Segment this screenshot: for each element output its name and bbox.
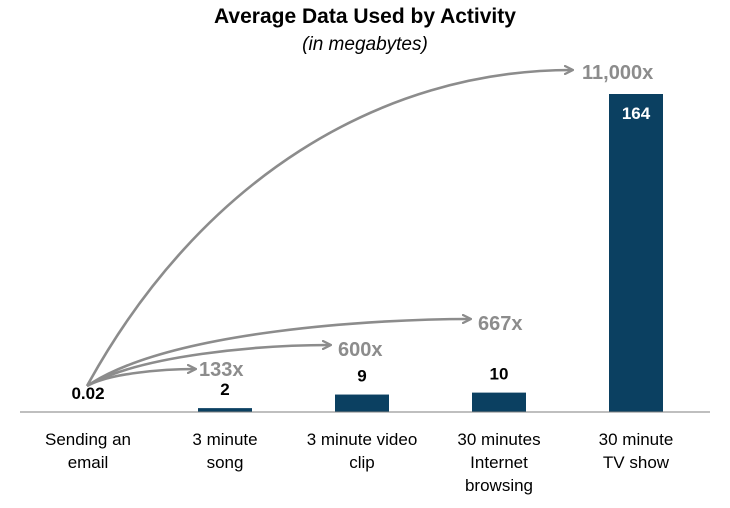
multiplier-arrow-3 — [85, 70, 572, 387]
bar-4 — [609, 94, 663, 412]
category-label-2-1: clip — [349, 453, 375, 472]
category-label-4-1: TV show — [603, 453, 670, 472]
category-label-4-0: 30 minute — [599, 430, 674, 449]
category-label-0-1: email — [68, 453, 109, 472]
bars — [198, 94, 663, 412]
category-label-3-2: browsing — [465, 476, 533, 495]
category-label-2-0: 3 minute video — [307, 430, 418, 449]
chart-title: Average Data Used by Activity — [214, 5, 516, 28]
multiplier-labels: 133x 600x 667x 11,000x — [199, 62, 653, 381]
category-label-1-0: 3 minute — [192, 430, 257, 449]
value-label-1: 2 — [220, 380, 229, 399]
category-label-3-1: Internet — [470, 453, 528, 472]
multiplier-label-1: 600x — [338, 339, 383, 361]
category-label-3-0: 30 minutes — [457, 430, 540, 449]
value-labels: 0.02 2 9 10 164 — [71, 104, 650, 403]
bar-1 — [198, 408, 252, 412]
chart-subtitle: (in megabytes) — [302, 34, 428, 55]
multiplier-arrow-1 — [86, 345, 330, 388]
value-label-0: 0.02 — [71, 384, 104, 403]
multiplier-arrows — [85, 70, 572, 388]
category-label-0-0: Sending an — [45, 430, 131, 449]
bar-3 — [472, 392, 526, 412]
multiplier-label-2: 667x — [478, 313, 523, 335]
multiplier-label-0: 133x — [199, 359, 244, 381]
multiplier-arrow-2 — [86, 319, 470, 388]
category-labels: Sending an email 3 minute song 3 minute vide… — [45, 430, 673, 495]
bar-2 — [335, 394, 389, 412]
value-label-2: 9 — [357, 367, 366, 386]
category-label-1-1: song — [207, 453, 244, 472]
value-label-3: 10 — [490, 365, 509, 384]
value-label-4: 164 — [622, 104, 651, 123]
multiplier-label-3: 11,000x — [582, 62, 653, 84]
